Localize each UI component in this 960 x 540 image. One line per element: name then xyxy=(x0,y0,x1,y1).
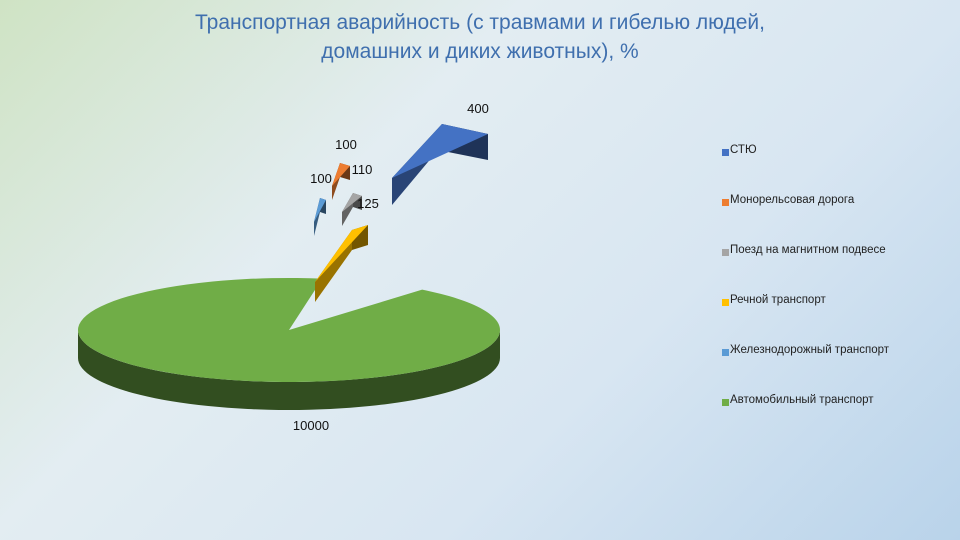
pie-slice-side xyxy=(78,330,500,410)
legend-item: Поезд на магнитном подвесе xyxy=(722,244,886,256)
pie-slice-top xyxy=(78,278,500,382)
pie-slice-top xyxy=(332,163,350,186)
legend-label: Железнодорожный транспорт xyxy=(730,344,890,356)
legend-label: Поезд на магнитном подвесе xyxy=(730,244,886,256)
legend-swatch xyxy=(722,398,729,406)
pie-slice-top xyxy=(342,193,362,212)
legend-item: Железнодорожный транспорт xyxy=(722,344,889,356)
data-label: 110 xyxy=(352,162,373,177)
legend-swatch xyxy=(722,248,729,256)
data-label: 10000 xyxy=(293,418,329,433)
pie-slice-top xyxy=(392,124,488,178)
legend-item: СТЮ xyxy=(722,144,757,156)
legend-item: Монорельсовая дорога xyxy=(722,194,854,206)
pie-slice-top xyxy=(314,198,326,222)
legend-swatch xyxy=(722,148,729,156)
pie-slice-top xyxy=(315,225,368,282)
legend-label: Речной транспорт xyxy=(730,294,826,306)
data-label: 125 xyxy=(357,196,379,211)
chart-title: Транспортная аварийность (с травмами и г… xyxy=(60,8,900,66)
legend-swatch xyxy=(722,348,729,356)
chart-title-line-1: Транспортная аварийность (с травмами и г… xyxy=(195,11,765,34)
legend-swatch xyxy=(722,198,729,206)
legend-swatch xyxy=(722,298,729,306)
chart-title-line-2: домашних и диких животных), % xyxy=(321,40,639,63)
data-label: 100 xyxy=(335,137,357,152)
legend-label: Автомобильный транспорт xyxy=(730,394,874,406)
legend-item: Автомобильный транспорт xyxy=(722,394,874,406)
data-label: 400 xyxy=(467,101,489,116)
data-label: 100 xyxy=(310,171,332,186)
legend-label: СТЮ xyxy=(730,144,757,156)
legend-item: Речной транспорт xyxy=(722,294,826,306)
legend-label: Монорельсовая дорога xyxy=(730,194,855,206)
